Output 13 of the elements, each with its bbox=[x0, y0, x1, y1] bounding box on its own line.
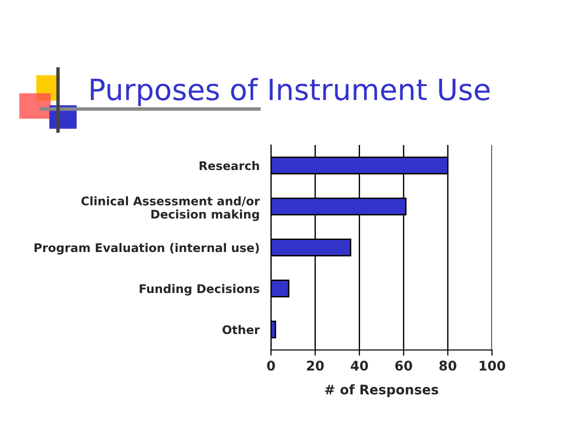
y-tick-label: Clinical Assessment and/or Decision making bbox=[81, 196, 260, 222]
x-axis-title: # of Responses bbox=[325, 384, 438, 398]
y-tick-label: Program Evaluation (internal use) bbox=[34, 243, 259, 255]
chart-title: Purposes of Instrument Use bbox=[90, 78, 490, 106]
x-tick-label: 20 bbox=[307, 360, 324, 371]
x-tick-label: 0 bbox=[267, 360, 275, 371]
x-tick-label: 60 bbox=[395, 360, 412, 371]
y-tick-label: Funding Decisions bbox=[140, 284, 260, 296]
x-tick-label: 40 bbox=[350, 360, 368, 371]
x-tick-label: 80 bbox=[439, 360, 456, 371]
y-tick-label: Research bbox=[200, 161, 259, 170]
x-tick-label: 100 bbox=[480, 360, 506, 371]
y-tick-label: Other bbox=[222, 325, 260, 334]
